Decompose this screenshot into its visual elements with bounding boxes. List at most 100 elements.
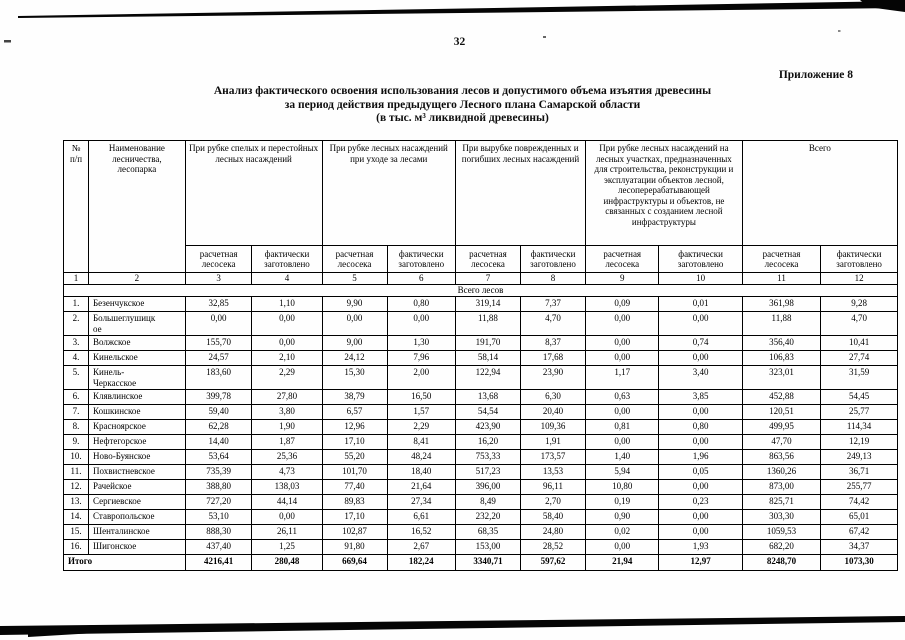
subheader-fact-2: фактически заготовлено (386, 245, 456, 273)
row-index: 11. (62, 464, 90, 480)
row-index: 16. (62, 539, 90, 555)
header-sub-row: расчетная лесосека фактически заготовлен… (64, 245, 898, 273)
cell-value: 20,40 (519, 404, 587, 420)
header-group-mature-felling: При рубке спелых и перестойных лесных на… (184, 140, 323, 246)
total-value: 8248,70 (741, 554, 822, 571)
header-group-care-felling: При рубке лесных насаждений при уходе за… (321, 140, 456, 246)
cell-value: 0,80 (386, 296, 456, 312)
cell-value: 0,19 (585, 494, 660, 510)
cell-value: 32,85 (184, 296, 253, 312)
cell-value: 517,23 (454, 464, 521, 480)
subheader-fact-5: фактически заготовлено (820, 245, 898, 273)
cell-value: 14,40 (184, 434, 253, 450)
cell-value: 53,10 (184, 509, 253, 525)
subheader-fact-4: фактически заготовлено (658, 245, 743, 273)
cell-value: 1,17 (585, 365, 660, 390)
cell-value: 16,20 (454, 434, 521, 450)
cell-value: 9,90 (321, 296, 388, 312)
cell-value: 452,88 (741, 389, 822, 405)
cell-value: 1,57 (386, 404, 456, 420)
cell-value: 0,01 (658, 296, 743, 312)
cell-value: 1360,26 (741, 464, 822, 480)
cell-value: 4,70 (820, 311, 898, 336)
title-line-1: Анализ фактического освоения использован… (213, 85, 712, 97)
cell-value: 17,10 (321, 434, 388, 450)
col-number-3: 3 (184, 272, 253, 285)
table-row: 15. Шенталинское 888,30 26,11 102,87 16,52 68,… (62, 524, 898, 540)
cell-value: 5,94 (585, 464, 660, 480)
cell-value: 58,40 (519, 509, 587, 525)
total-value: 21,94 (585, 554, 660, 571)
row-index: 9. (62, 434, 90, 450)
col-number-12: 12 (820, 272, 898, 285)
total-value: 12,97 (658, 554, 743, 571)
cell-value: 0,00 (251, 335, 323, 351)
forestry-name: Нефтегорское (88, 434, 186, 450)
total-value: 280,48 (251, 554, 323, 571)
table-row: 13. Сергиевское 727,20 44,14 89,83 27,34 8,49 2… (62, 494, 898, 510)
header-group-total: Всего (741, 140, 899, 246)
header-colnum-row: 1 2 3 4 5 6 7 8 9 10 11 12 (62, 272, 898, 285)
row-index: 2. (62, 311, 90, 336)
cell-value: 0,00 (585, 539, 660, 555)
cell-value: 47,70 (741, 434, 822, 450)
cell-value: 59,40 (184, 404, 253, 420)
table-row: 5. Кинель-Черкасское 183,60 2,29 15,30 2,00 12… (62, 365, 898, 390)
total-value: 3340,71 (454, 554, 521, 571)
table-row: 1. Безенчукское 32,85 1,10 9,90 0,80 319,14 7,3… (62, 296, 898, 312)
cell-value: 0,81 (585, 419, 660, 435)
col-number-11: 11 (741, 272, 822, 285)
cell-value: 62,28 (184, 419, 253, 435)
cell-value: 0,00 (251, 509, 323, 525)
cell-value: 3,80 (251, 404, 323, 420)
cell-value: 48,24 (386, 449, 456, 465)
cell-value: 1,40 (585, 449, 660, 465)
cell-value: 1,93 (658, 539, 743, 555)
cell-value: 0,00 (658, 509, 743, 525)
cell-value: 12,96 (321, 419, 388, 435)
cell-value: 0,00 (658, 524, 743, 540)
subheader-calc-5: расчетная лесосека (741, 245, 822, 273)
total-value: 1073,30 (820, 554, 898, 571)
total-value: 669,64 (321, 554, 388, 571)
subheader-calc-2: расчетная лесосека (321, 245, 388, 273)
forestry-name: Ново-Буянское (88, 449, 186, 465)
page-number: 32 (453, 36, 466, 48)
cell-value: 58,14 (454, 350, 521, 366)
cell-value: 873,00 (741, 479, 822, 495)
forestry-name: Красноярское (88, 419, 186, 435)
cell-value: 3,40 (658, 365, 743, 390)
cell-value: 54,45 (820, 389, 898, 405)
cell-value: 55,20 (321, 449, 388, 465)
cell-value: 77,40 (321, 479, 388, 495)
table-row: 8. Красноярское 62,28 1,90 12,96 2,29 423,90 10… (62, 419, 898, 435)
cell-value: 249,13 (820, 449, 898, 465)
appendix-label: Приложение 8 (778, 69, 853, 81)
cell-value: 16,50 (386, 389, 456, 405)
cell-value: 11,88 (741, 311, 822, 336)
total-value: 597,62 (519, 554, 587, 571)
cell-value: 10,80 (585, 479, 660, 495)
forestry-name: Большеглушицкое (88, 311, 186, 336)
row-index: 4. (62, 350, 90, 366)
total-value: 182,24 (386, 554, 456, 571)
cell-value: 138,03 (251, 479, 323, 495)
cell-value: 0,00 (658, 434, 743, 450)
cell-value: 8,37 (519, 335, 587, 351)
forestry-name: Кинельское (88, 350, 186, 366)
row-index: 1. (62, 296, 90, 312)
cell-value: 36,71 (820, 464, 898, 480)
col-number-7: 7 (454, 272, 521, 285)
table-row: 14. Ставропольское 53,10 0,00 17,10 6,61 232,2… (62, 509, 898, 525)
cell-value: 6,57 (321, 404, 388, 420)
cell-value: 0,00 (585, 311, 660, 336)
cell-value: 4,70 (519, 311, 587, 336)
row-index: 5. (62, 365, 90, 390)
cell-value: 3,85 (658, 389, 743, 405)
cell-value: 67,42 (820, 524, 898, 540)
col-number-8: 8 (519, 272, 587, 285)
subheader-fact-3: фактически заготовлено (519, 245, 587, 273)
cell-value: 38,79 (321, 389, 388, 405)
cell-value: 1059,53 (741, 524, 822, 540)
cell-value: 396,00 (454, 479, 521, 495)
